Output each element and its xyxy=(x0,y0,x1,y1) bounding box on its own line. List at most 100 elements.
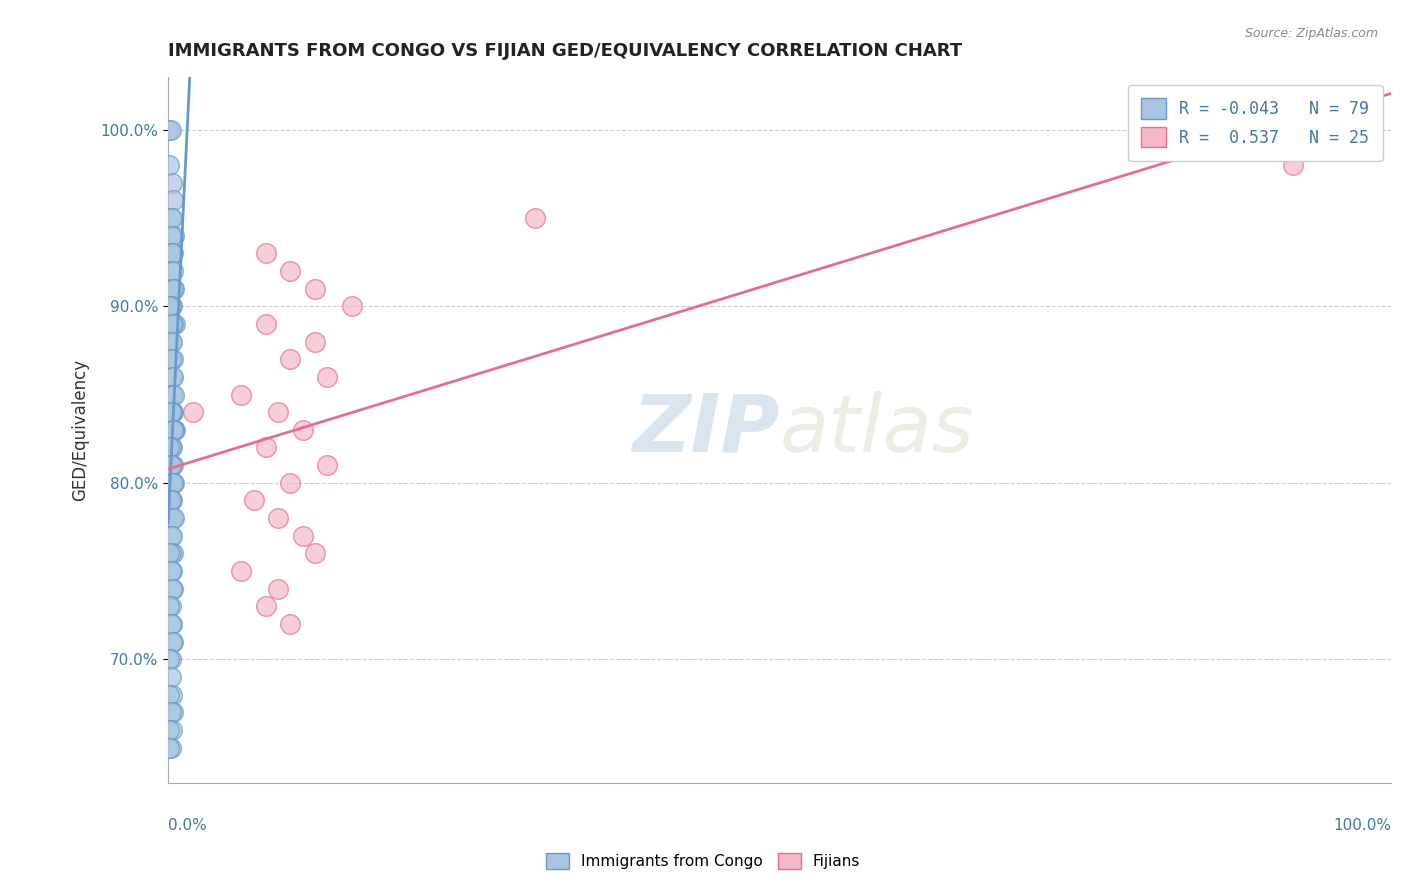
Point xyxy=(159,599,181,614)
Point xyxy=(162,317,184,331)
Point xyxy=(231,564,253,578)
Point xyxy=(160,564,183,578)
Point xyxy=(160,281,183,295)
Point xyxy=(280,352,302,367)
Point xyxy=(159,228,181,243)
Point xyxy=(160,387,183,401)
Point xyxy=(159,405,181,419)
Point xyxy=(267,511,290,525)
Point xyxy=(159,122,181,136)
Point xyxy=(291,529,314,543)
Point xyxy=(160,211,183,225)
Point xyxy=(160,493,183,508)
Point xyxy=(160,723,183,737)
Point xyxy=(159,299,181,313)
Point xyxy=(160,369,183,384)
Point xyxy=(291,423,314,437)
Point xyxy=(162,246,184,260)
Point xyxy=(159,211,181,225)
Point xyxy=(163,281,186,295)
Point xyxy=(165,317,187,331)
Point xyxy=(1282,158,1305,172)
Point xyxy=(160,246,183,260)
Text: 100.0%: 100.0% xyxy=(1333,818,1391,833)
Point xyxy=(163,475,186,490)
Point xyxy=(165,423,187,437)
Point xyxy=(280,475,302,490)
Point xyxy=(163,228,186,243)
Point xyxy=(160,458,183,472)
Point xyxy=(160,475,183,490)
Point xyxy=(340,299,363,313)
Point xyxy=(254,246,277,260)
Point xyxy=(181,405,204,419)
Point xyxy=(157,688,180,702)
Point xyxy=(523,211,546,225)
Point xyxy=(157,546,180,560)
Point xyxy=(159,493,181,508)
Point xyxy=(157,599,180,614)
Point xyxy=(159,493,181,508)
Point xyxy=(304,546,326,560)
Point xyxy=(163,387,186,401)
Point xyxy=(159,441,181,455)
Point xyxy=(160,441,183,455)
Point xyxy=(280,617,302,632)
Point xyxy=(280,264,302,278)
Point xyxy=(160,634,183,648)
Point xyxy=(160,317,183,331)
Point xyxy=(157,740,180,755)
Text: Source: ZipAtlas.com: Source: ZipAtlas.com xyxy=(1244,27,1378,40)
Point xyxy=(157,122,180,136)
Text: ZIP: ZIP xyxy=(633,391,779,469)
Point xyxy=(254,441,277,455)
Text: 0.0%: 0.0% xyxy=(169,818,207,833)
Point xyxy=(157,652,180,666)
Point xyxy=(162,511,184,525)
Point xyxy=(231,387,253,401)
Point xyxy=(304,281,326,295)
Point xyxy=(162,405,184,419)
Point xyxy=(162,281,184,295)
Point xyxy=(160,511,183,525)
Point xyxy=(157,723,180,737)
Point xyxy=(159,740,181,755)
Point xyxy=(159,617,181,632)
Point xyxy=(316,369,339,384)
Point xyxy=(160,688,183,702)
Point xyxy=(254,317,277,331)
Point xyxy=(159,652,181,666)
Point xyxy=(160,617,183,632)
Point xyxy=(160,529,183,543)
Point xyxy=(160,176,183,190)
Point xyxy=(159,670,181,684)
Point xyxy=(159,546,181,560)
Point xyxy=(304,334,326,349)
Point xyxy=(160,582,183,596)
Point xyxy=(162,475,184,490)
Point xyxy=(159,352,181,367)
Point xyxy=(159,564,181,578)
Point xyxy=(162,546,184,560)
Point xyxy=(162,582,184,596)
Point xyxy=(162,264,184,278)
Point xyxy=(157,158,180,172)
Point xyxy=(159,264,181,278)
Point xyxy=(160,299,183,313)
Point xyxy=(159,334,181,349)
Point xyxy=(163,423,186,437)
Point xyxy=(254,599,277,614)
Point xyxy=(157,299,180,313)
Point xyxy=(162,706,184,720)
Point xyxy=(267,582,290,596)
Point xyxy=(160,246,183,260)
Point xyxy=(162,193,184,207)
Legend: Immigrants from Congo, Fijians: Immigrants from Congo, Fijians xyxy=(540,847,866,875)
Point xyxy=(157,441,180,455)
Point xyxy=(159,706,181,720)
Point xyxy=(162,369,184,384)
Point xyxy=(160,405,183,419)
Point xyxy=(162,423,184,437)
Point xyxy=(159,458,181,472)
Point xyxy=(267,405,290,419)
